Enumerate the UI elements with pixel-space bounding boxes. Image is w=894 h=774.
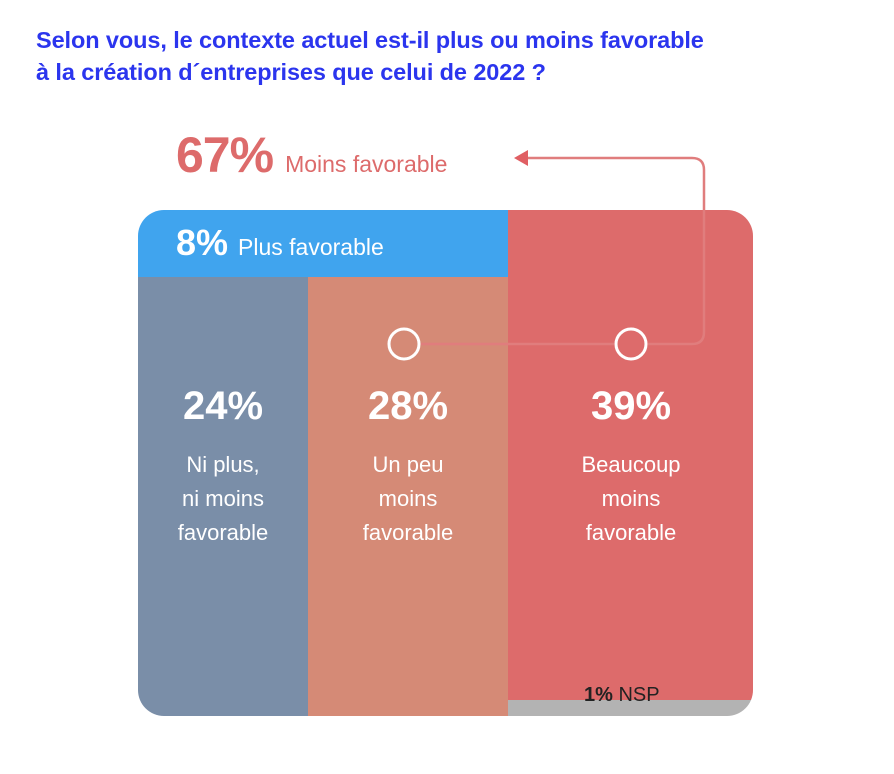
nsp-value: 1% [584, 684, 613, 706]
beaucoup-moins-label-line: favorable [585, 520, 677, 545]
ni-plus-ni-moins-label: Ni plus, ni moins favorable [133, 448, 313, 550]
bar-ni-plus-ni-moins [138, 277, 308, 716]
bar-beaucoup-moins [508, 210, 753, 700]
beaucoup-moins-label-line: moins [601, 486, 661, 511]
ni-plus-ni-moins-label-line: ni moins [182, 486, 264, 511]
beaucoup-moins-text: 39% Beaucoup moins favorable [541, 382, 721, 550]
plus-favorable-label: Plus favorable [238, 234, 384, 260]
summary-value: 67% [176, 127, 274, 183]
connector-line [421, 156, 706, 346]
beaucoup-moins-label: Beaucoup moins favorable [541, 448, 721, 550]
ni-plus-ni-moins-value: 24% [182, 384, 264, 428]
nsp-label: NSP [618, 684, 660, 706]
un-peu-moins-label-line: moins [378, 486, 438, 511]
un-peu-moins-label-line: favorable [362, 520, 454, 545]
nsp-label-group: 1% NSP [584, 684, 660, 707]
beaucoup-moins-label-line: Beaucoup [581, 452, 681, 477]
chart-title-line-2: à la création d´entreprises que celui de… [36, 59, 546, 85]
un-peu-moins-text: 28% Un peu moins favorable [318, 382, 498, 550]
bar-un-peu-moins [308, 277, 508, 716]
plus-favorable-label-group: 8% Plus favorable [176, 222, 384, 264]
plus-favorable-value: 8% [176, 222, 229, 263]
summary-headline: 67% Moins favorable [176, 126, 447, 184]
chart-title-line-1: Selon vous, le contexte actuel est-il pl… [36, 27, 704, 53]
ni-plus-ni-moins-label-line: favorable [177, 520, 269, 545]
ni-plus-ni-moins-text: 24% Ni plus, ni moins favorable [133, 382, 313, 550]
connector-circle-un-peu [387, 327, 421, 361]
arrow-head-icon [514, 150, 528, 166]
beaucoup-moins-value: 39% [590, 384, 672, 428]
un-peu-moins-label-line: Un peu [372, 452, 444, 477]
chart-title: Selon vous, le contexte actuel est-il pl… [36, 24, 856, 88]
bar-plus-favorable [138, 210, 508, 277]
un-peu-moins-value: 28% [367, 384, 449, 428]
un-peu-moins-label: Un peu moins favorable [318, 448, 498, 550]
ni-plus-ni-moins-label-line: Ni plus, [186, 452, 260, 477]
connector-circle-beaucoup [614, 327, 648, 361]
bar-nsp [508, 700, 753, 716]
summary-label: Moins favorable [285, 151, 448, 177]
